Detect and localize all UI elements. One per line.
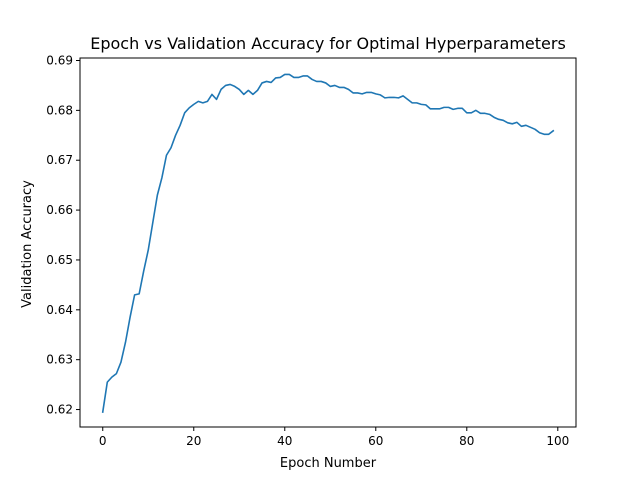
x-axis-label: Epoch Number [280,456,377,471]
y-tick-label: 0.68 [46,103,73,117]
x-tick-label: 80 [459,434,474,448]
x-tick-label: 40 [277,434,292,448]
y-tick-label: 0.69 [46,53,73,67]
series-line [101,73,555,413]
y-axis-label: Validation Accuracy [20,180,35,308]
y-tick-label: 0.62 [46,403,73,417]
x-tick-label: 20 [186,434,201,448]
y-tick-label: 0.64 [46,303,73,317]
plot-area: 0 20 40 60 80 100 0.62 0.63 0.64 0.65 0.66 0.67 0.68… [46,53,577,448]
y-tick-label: 0.66 [46,203,73,217]
y-tick-label: 0.65 [46,253,73,267]
y-tick-label: 0.63 [46,353,73,367]
y-tick-label: 0.67 [46,153,73,167]
chart-title: Epoch vs Validation Accuracy for Optimal… [90,34,566,53]
x-tick-label: 60 [368,434,383,448]
x-tick-label: 100 [546,434,569,448]
axes-frame [79,57,577,428]
x-tick-label: 0 [99,434,107,448]
